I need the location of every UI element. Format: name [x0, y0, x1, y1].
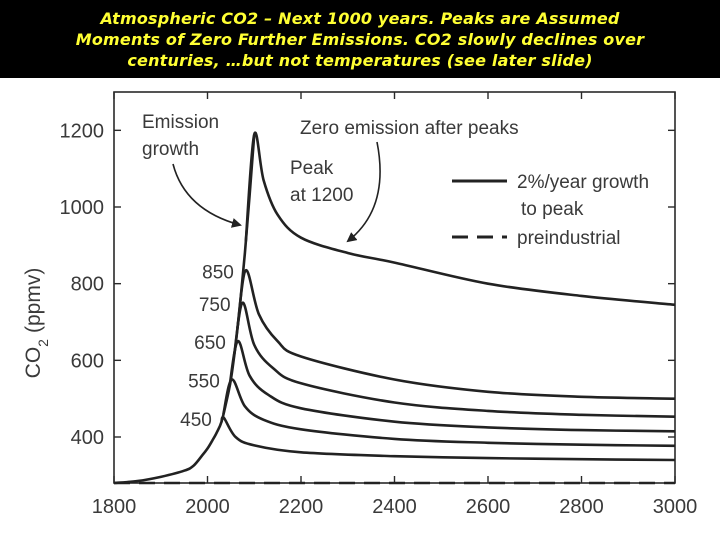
- title-line-3: centuries, …but not temperatures (see la…: [127, 50, 593, 70]
- scenario-curve-850: [236, 268, 676, 400]
- x-tick-label: 2200: [279, 496, 324, 518]
- y-axis-label: CO2(ppmv): [22, 268, 51, 379]
- title-line-1: Atmospheric CO2 – Next 1000 years. Peaks…: [100, 8, 620, 28]
- y-tick-label: 1200: [60, 120, 105, 142]
- peak-label-750: 750: [199, 295, 231, 316]
- scenario-curve-650: [228, 339, 676, 433]
- x-tick-label: 3000: [653, 496, 698, 518]
- y-tick-label: 400: [71, 427, 104, 449]
- co2-curves: [113, 131, 676, 485]
- slide-title: Atmospheric CO2 – Next 1000 years. Peaks…: [0, 0, 720, 78]
- annotation-emission-line-2: growth: [142, 139, 199, 160]
- y-tick-label: 1000: [60, 197, 105, 219]
- x-tick-label: 2600: [466, 496, 511, 518]
- y-tick-label: 600: [71, 350, 104, 372]
- annotation-peak-line-2: at 1200: [290, 185, 353, 206]
- co2-chart: 1800 2000 2200 2400 2600 2800 3000 400 600 800 10…: [22, 91, 698, 518]
- legend-solid-label-1: 2%/year growth: [517, 172, 649, 193]
- legend-solid-label-2: to peak: [521, 199, 584, 220]
- annotations: Emission growth Zero emission after peak…: [142, 112, 519, 243]
- peak-label-650: 650: [194, 333, 226, 354]
- scenario-curve-450: [220, 415, 676, 462]
- x-tick-label: 2000: [185, 496, 230, 518]
- arrow-emission-growth: [172, 163, 242, 228]
- annotation-zero-emission: Zero emission after peaks: [300, 118, 519, 139]
- x-tick-label: 1800: [92, 496, 137, 518]
- title-line-2: Moments of Zero Further Emissions. CO2 s…: [75, 29, 645, 49]
- peak-label-850: 850: [202, 262, 234, 283]
- peak-label-550: 550: [188, 372, 220, 393]
- arrow-zero-emission: [346, 141, 381, 243]
- x-tick-label: 2400: [372, 496, 417, 518]
- y-axis-label-text: CO2(ppmv): [22, 268, 51, 379]
- y-axis: 400 600 800 1000 1200: [60, 120, 675, 449]
- peak-label-450: 450: [180, 410, 212, 431]
- scenario-curve-750: [232, 301, 676, 418]
- scenario-curve-peak-1200: [244, 131, 676, 307]
- annotation-peak-line-1: Peak: [290, 158, 334, 179]
- y-tick-label: 800: [71, 274, 104, 296]
- legend-dashed-label: preindustrial: [517, 228, 621, 249]
- scenario-curve-550: [222, 378, 676, 448]
- legend: 2%/year growth to peak preindustrial: [452, 172, 649, 249]
- peak-labels: 450 550 650 750 850: [180, 262, 234, 431]
- annotation-emission-line-1: Emission: [142, 112, 219, 133]
- x-tick-label: 2800: [559, 496, 604, 518]
